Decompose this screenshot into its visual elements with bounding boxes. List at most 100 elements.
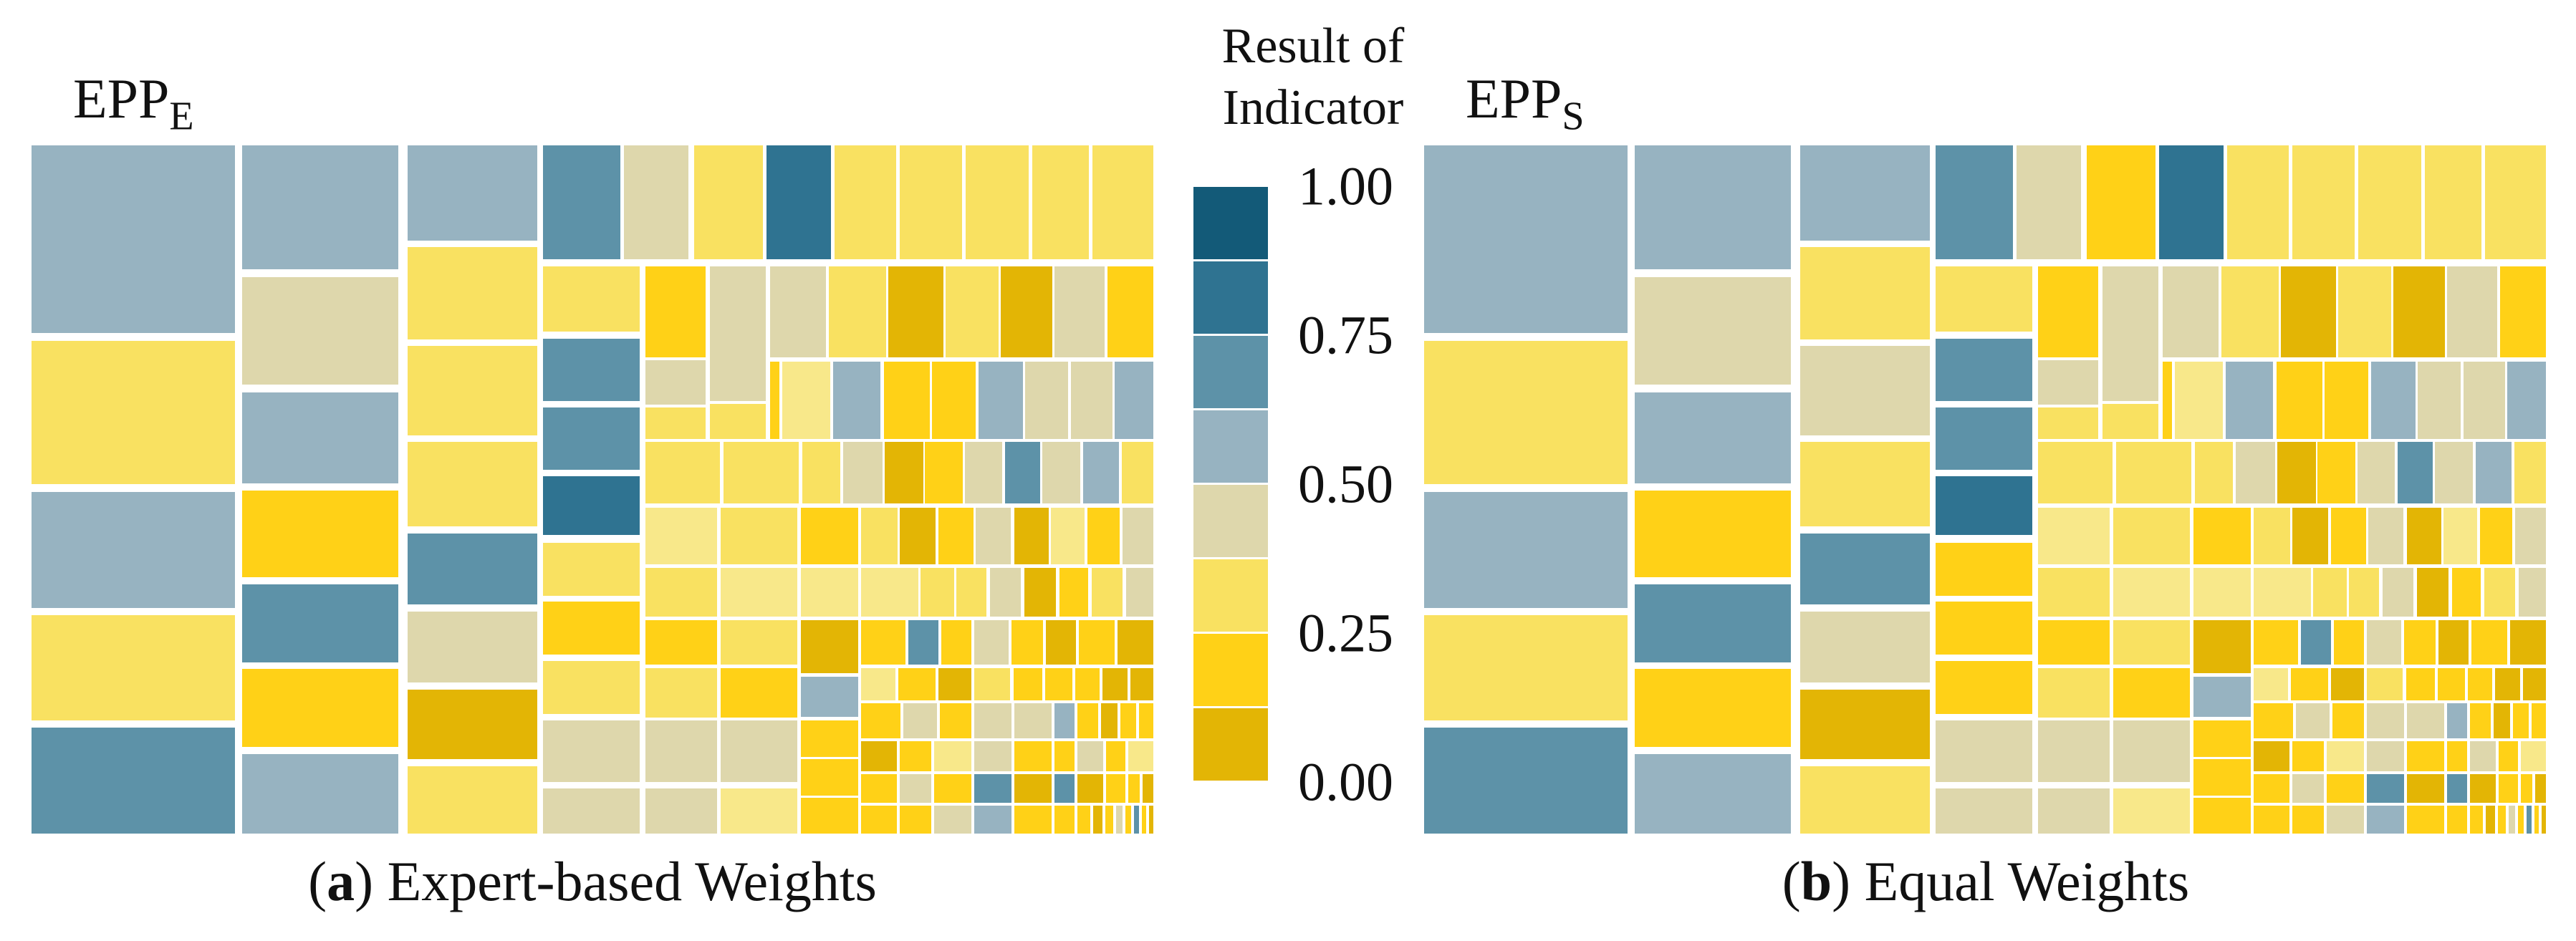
treemap-b-cell — [2277, 362, 2322, 439]
treemap-b-cell — [2471, 620, 2507, 665]
treemap-a-cell — [1087, 508, 1120, 564]
treemap-a-cell — [710, 266, 766, 401]
legend-color-block — [1193, 708, 1268, 781]
treemap-b-cell — [2407, 806, 2444, 834]
treemap-b-cell — [1936, 476, 2032, 535]
treemap-a-cell — [1118, 620, 1153, 665]
treemap-b-cell — [2331, 668, 2364, 700]
treemap-a-cell — [242, 277, 398, 385]
treemap-b-cell — [2443, 508, 2477, 564]
treemap-b-cell — [2404, 620, 2436, 665]
treemap-b-cell — [2292, 806, 2324, 834]
treemap-a-cell — [974, 741, 1011, 771]
treemap-b-cell — [1635, 669, 1791, 747]
treemap-a-title: EPPE — [73, 69, 194, 137]
treemap-a-cell — [801, 677, 858, 717]
treemap-a-cell — [645, 360, 706, 405]
treemap-a-cell — [900, 508, 936, 564]
treemap-b-cell — [2236, 442, 2275, 503]
treemap-b-cell — [2327, 774, 2364, 803]
treemap-b-cell — [2447, 266, 2497, 357]
treemap-a-cell — [32, 728, 235, 834]
treemap-a-cell — [1054, 806, 1075, 834]
treemap-a-cell — [645, 620, 717, 665]
caption-b-open-paren: ( — [1782, 850, 1801, 912]
treemap-b-cell — [2254, 806, 2289, 834]
treemap-a-cell — [242, 754, 398, 834]
treemap-a-cell — [242, 669, 398, 747]
treemap-b-cell — [2521, 774, 2532, 803]
treemap-b-cell — [2226, 362, 2273, 439]
treemap-a-cell — [242, 491, 398, 577]
legend-title-line2: Indicator — [1222, 80, 1404, 135]
treemap-b-cell — [2523, 668, 2546, 700]
treemap-a-cell — [1149, 806, 1153, 834]
treemap-a-cell — [861, 620, 905, 665]
treemap-b-cell — [2163, 266, 2219, 357]
treemap-b-cell — [2038, 508, 2110, 564]
treemap-b-cell — [2358, 145, 2421, 259]
treemap-b-cell — [2349, 568, 2379, 617]
treemap-b-cell — [2470, 806, 2483, 834]
treemap-a-cell — [1083, 442, 1119, 503]
treemap-b-cell — [1635, 277, 1791, 385]
treemap-a-cell — [242, 392, 398, 483]
treemap-b-cell — [1936, 788, 2032, 834]
legend-color-block — [1193, 336, 1268, 408]
treemap-b-cell — [2367, 774, 2404, 803]
treemap-a-cell — [1014, 741, 1052, 771]
treemap-a-cell — [829, 266, 886, 357]
treemap-a-cell — [1130, 668, 1153, 700]
treemap-a-cell — [1128, 774, 1140, 803]
treemap-b-cell — [2327, 806, 2364, 834]
treemap-a-cell — [543, 339, 640, 401]
treemap-a-cell — [770, 266, 826, 357]
treemap-a-cell — [801, 508, 858, 564]
treemap-b-cell — [2499, 774, 2518, 803]
treemap-b-cell — [2038, 668, 2110, 718]
treemap-a-cell — [802, 442, 840, 503]
treemap-a-cell — [1123, 508, 1153, 564]
treemap-a-cell — [900, 806, 931, 834]
treemap-b-cell — [1424, 615, 1628, 720]
treemap-b-cell — [2291, 668, 2328, 700]
treemap-b-cell — [2507, 362, 2546, 439]
treemap-a-cell — [1014, 668, 1042, 700]
treemap-b-cell — [1800, 690, 1930, 759]
treemap-a-cell — [861, 806, 897, 834]
treemap-b-cell — [2470, 774, 2496, 803]
treemap-b-cell — [2358, 442, 2395, 503]
treemap-a-cell — [1125, 806, 1131, 834]
treemap-a-cell — [766, 145, 831, 259]
treemap-a-cell — [990, 568, 1021, 617]
treemap-b-cell — [2494, 703, 2510, 738]
treemap-a-cell — [1116, 806, 1123, 834]
treemap-a-cell — [861, 774, 897, 803]
treemap-b-cell — [1936, 720, 2032, 782]
treemap-b-cell — [1936, 339, 2032, 401]
treemap-a-cell — [1046, 620, 1076, 665]
treemap-a-cell — [861, 668, 895, 700]
treemap-b-cell — [2476, 442, 2512, 503]
treemap-a-cell — [543, 602, 640, 655]
treemap-b-cell — [2113, 720, 2190, 782]
treemap-a-cell — [543, 788, 640, 834]
treemap-b-cell — [2447, 703, 2467, 738]
treemap-a-cell — [721, 668, 797, 718]
treemap-b-cell — [2486, 806, 2495, 834]
treemap-a-cell — [925, 442, 963, 503]
legend-tick-label: 0.75 — [1298, 305, 1393, 366]
treemap-a-cell — [721, 568, 797, 617]
treemap-b-cell — [2464, 362, 2505, 439]
treemap-b-cell — [2367, 668, 2403, 700]
treemap-b-cell — [2113, 788, 2190, 834]
treemap-a-cell — [1134, 806, 1139, 834]
treemap-b-cell — [1936, 661, 2032, 714]
treemap-a-cell — [884, 362, 930, 439]
caption-a-open-paren: ( — [308, 850, 327, 912]
treemap-b-cell — [2407, 508, 2441, 564]
treemap-a-cell — [645, 407, 706, 439]
caption-b-letter: b — [1800, 850, 1832, 912]
legend-color-block — [1193, 485, 1268, 557]
